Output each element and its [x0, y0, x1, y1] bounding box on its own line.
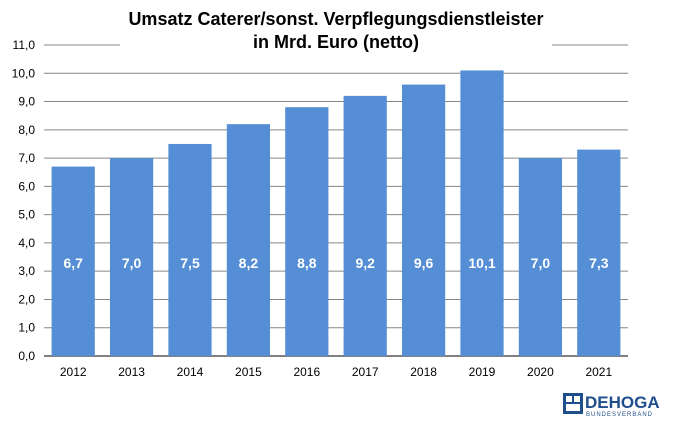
data-label-2014: 7,5	[180, 255, 200, 271]
data-label-2012: 6,7	[63, 255, 83, 271]
data-label-2013: 7,0	[122, 255, 142, 271]
x-tick-label: 2014	[177, 365, 204, 379]
bar-2019	[460, 70, 504, 356]
x-tick-label: 2016	[293, 365, 320, 379]
dehoga-emblem-icon	[563, 393, 583, 414]
bar-2015	[226, 124, 271, 356]
x-tick-label: 2019	[469, 365, 496, 379]
x-tick-label: 2013	[118, 365, 145, 379]
y-tick-label: 10,0	[12, 66, 36, 80]
dehoga-logo: DEHOGA BUNDESVERBAND	[563, 393, 660, 418]
y-tick-label: 1,0	[18, 321, 35, 335]
logo-name: DEHOGA	[585, 393, 660, 412]
data-label-2021: 7,3	[589, 255, 609, 271]
y-tick-label: 6,0	[18, 179, 35, 193]
bar-2021	[577, 149, 621, 356]
data-label-2020: 7,0	[531, 255, 551, 271]
x-tick-label: 2018	[410, 365, 437, 379]
bar-2017	[343, 95, 387, 357]
bar-2012	[51, 166, 95, 356]
x-tick-label: 2021	[585, 365, 612, 379]
data-label-2017: 9,2	[355, 255, 375, 271]
chart-title-line-2: in Mrd. Euro (netto)	[253, 32, 419, 52]
title-background	[120, 0, 552, 52]
x-tick-label: 2012	[60, 365, 87, 379]
bars	[51, 70, 621, 357]
x-tick-label: 2020	[527, 365, 554, 379]
x-axis-tick-labels: 2012 2013 2014 2015 2016 2017 2018 2019 2020 2021	[60, 365, 613, 379]
chart-title-line-1: Umsatz Caterer/sonst. Verpflegungsdienst…	[128, 9, 543, 29]
data-label-2015: 8,2	[239, 255, 259, 271]
x-tick-label: 2015	[235, 365, 262, 379]
y-tick-label: 8,0	[18, 123, 35, 137]
bar-2018	[401, 84, 446, 356]
bar-2020	[518, 158, 563, 356]
bar-2016	[285, 107, 329, 356]
data-label-2016: 8,8	[297, 255, 317, 271]
y-tick-label: 5,0	[18, 208, 35, 222]
y-axis-tick-labels: 0,0 1,0 2,0 3,0 4,0 5,0 6,0 7,0 8,0 9,0 10,0 11,0	[12, 38, 36, 363]
data-labels: 6,7 7,0 7,5 8,2 8,8 9,2 9,6 10,1 7,0 7,3	[63, 255, 608, 271]
y-tick-label: 2,0	[18, 292, 35, 306]
data-label-2018: 9,6	[414, 255, 434, 271]
logo-subtitle: BUNDESVERBAND	[586, 412, 653, 418]
bar-2013	[109, 158, 154, 356]
y-tick-label: 3,0	[18, 264, 35, 278]
x-tick-label: 2017	[352, 365, 379, 379]
bar-2014	[168, 143, 212, 356]
data-label-2019: 10,1	[468, 255, 495, 271]
y-tick-label: 4,0	[18, 236, 35, 250]
y-tick-label: 9,0	[18, 95, 35, 109]
y-tick-label: 0,0	[18, 349, 35, 363]
y-tick-label: 7,0	[18, 151, 35, 165]
y-tick-label: 11,0	[13, 38, 36, 52]
